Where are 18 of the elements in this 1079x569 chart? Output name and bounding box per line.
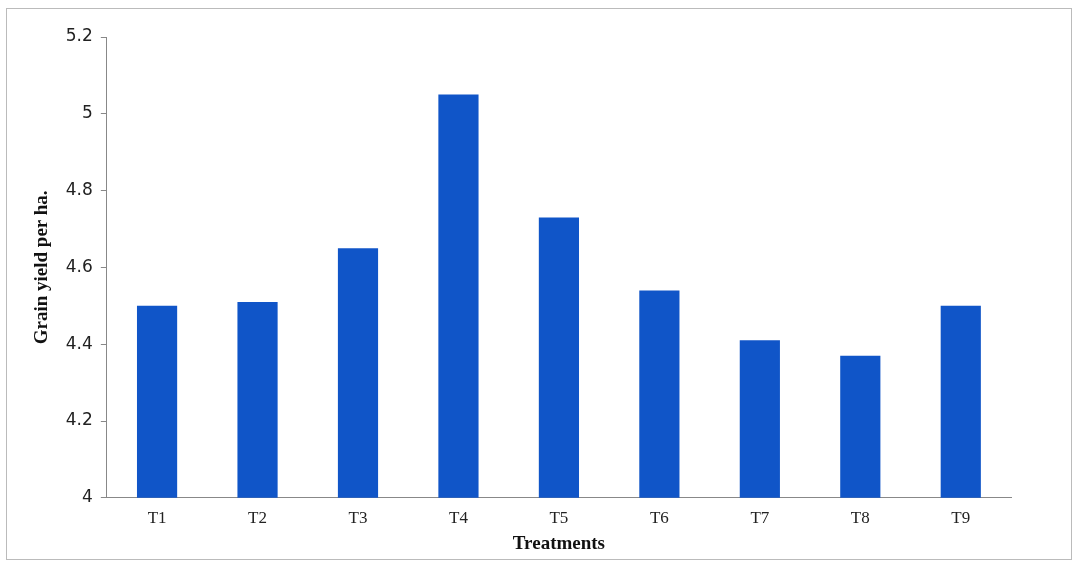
y-axis-title: Grain yield per ha. xyxy=(30,190,52,345)
x-tick-label: T4 xyxy=(449,508,469,528)
y-tick-label: 4.8 xyxy=(65,179,93,200)
y-tick-label: 4 xyxy=(82,486,93,507)
y-tick-label: 5.2 xyxy=(65,25,93,46)
x-axis-title: Treatments xyxy=(512,531,605,553)
x-tick-label: T3 xyxy=(348,508,368,528)
x-tick-label: T9 xyxy=(951,508,971,528)
x-tick-label: T1 xyxy=(147,508,167,528)
y-tick-label: 4.6 xyxy=(65,255,93,276)
y-tick-label: 4.4 xyxy=(65,332,93,353)
x-tick-label: T7 xyxy=(750,508,770,528)
x-tick-label: T8 xyxy=(850,508,870,528)
y-tick-label: 4.2 xyxy=(65,409,93,430)
x-tick-label: T2 xyxy=(248,508,267,528)
x-tick-label: T5 xyxy=(549,508,569,528)
x-tick-label: T6 xyxy=(649,508,669,528)
y-tick-label: 5 xyxy=(82,102,93,123)
